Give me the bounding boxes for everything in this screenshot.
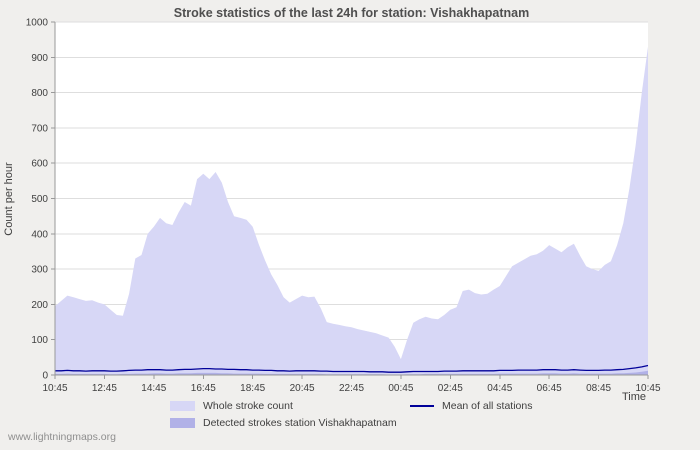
detected-strokes-station-area [55,370,648,375]
x-tick-label: 22:45 [339,383,364,394]
whole-stroke-count-swatch [170,400,195,411]
x-tick-label: 12:45 [92,383,117,394]
legend-row-2: Detected strokes station Vishakhapatnam [170,414,532,431]
y-tick-label: 800 [31,88,48,99]
legend-label-detected-strokes: Detected strokes station Vishakhapatnam [203,416,397,429]
legend-item-detected-strokes: Detected strokes station Vishakhapatnam [170,417,410,429]
y-tick-label: 1000 [26,18,49,29]
y-tick-label: 400 [31,229,48,240]
y-tick-label: 0 [42,371,48,382]
x-axis-label: Time [621,391,646,403]
x-tick-label: 10:45 [42,383,67,394]
legend: Whole stroke count Mean of all stations … [170,397,532,431]
y-tick-label: 600 [31,159,48,170]
x-tick-label: 00:45 [388,383,413,394]
chart-title: Stroke statistics of the last 24h for st… [173,6,530,20]
legend-item-mean-all-stations: Mean of all stations [410,400,532,412]
y-tick-label: 700 [31,123,48,134]
mean-all-stations-swatch [410,404,434,407]
x-tick-label: 08:45 [586,383,611,394]
x-tick-label: 06:45 [537,383,562,394]
y-tick-label: 500 [31,194,48,205]
legend-label-whole-stroke-count: Whole stroke count [203,399,293,412]
y-tick-label: 900 [31,53,48,64]
x-tick-label: 16:45 [191,383,216,394]
x-tick-label: 18:45 [240,383,265,394]
x-tick-label: 02:45 [438,383,463,394]
mean-all-stations-line [55,364,649,373]
x-tick-label: 20:45 [290,383,315,394]
x-tick-label: 04:45 [487,383,512,394]
whole-stroke-count-area [55,46,648,375]
y-tick-label: 200 [31,300,48,311]
legend-item-whole-stroke-count: Whole stroke count [170,400,410,412]
x-tick-label: 14:45 [141,383,166,394]
watermark-link: www.lightningmaps.org [8,431,116,443]
detected-strokes-swatch [170,417,195,428]
y-tick-label: 300 [31,265,48,276]
legend-label-mean-all-stations: Mean of all stations [442,399,533,412]
y-tick-label: 100 [31,335,48,346]
legend-row-1: Whole stroke count Mean of all stations [170,397,532,414]
x-tick-label: 10:45 [635,383,660,394]
